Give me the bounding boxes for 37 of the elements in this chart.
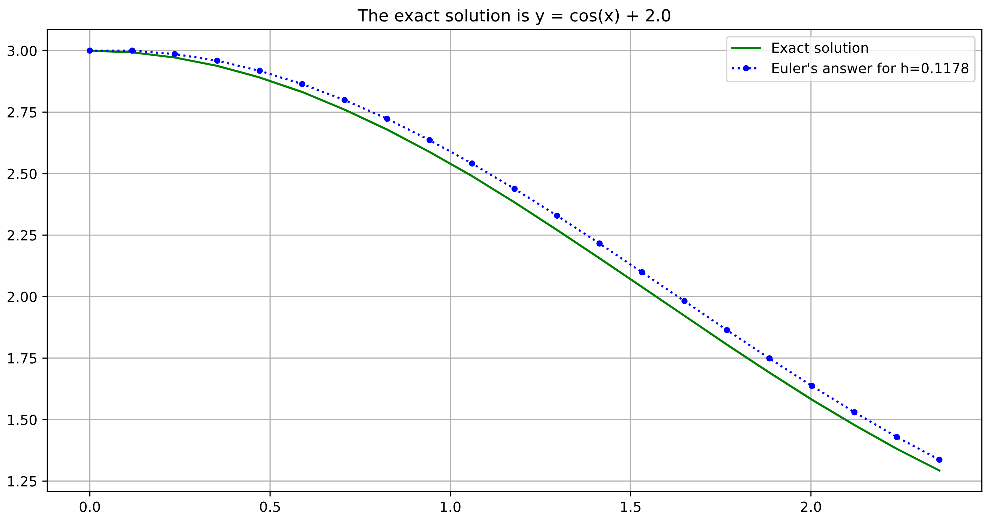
point xyxy=(129,48,136,54)
x-tick-label: 1.0 xyxy=(441,502,461,512)
point xyxy=(172,51,178,58)
point xyxy=(766,355,773,362)
y-tick-label: 2.50 xyxy=(8,168,37,180)
y-tick-label: 2.00 xyxy=(8,292,37,302)
y-tick-label: 1.25 xyxy=(8,476,37,487)
legend-label: Exact solution xyxy=(772,42,868,54)
point xyxy=(936,456,943,464)
point xyxy=(852,409,858,416)
y-tick-label: 1.75 xyxy=(8,354,37,364)
y-tick-label: 2.25 xyxy=(8,230,37,241)
point xyxy=(682,298,688,304)
point xyxy=(256,68,264,74)
point xyxy=(384,116,391,122)
point xyxy=(86,48,94,54)
x-tick-label: 2.0 xyxy=(801,502,822,512)
point xyxy=(724,327,730,334)
point xyxy=(809,383,816,390)
point xyxy=(469,160,476,167)
x-tick-label: 0.0 xyxy=(80,502,100,512)
y-tick-label: 1.50 xyxy=(8,414,37,426)
point xyxy=(214,58,221,64)
x-tick-label: 0.5 xyxy=(260,502,280,512)
point xyxy=(342,97,348,104)
point xyxy=(596,240,603,247)
point xyxy=(299,81,306,88)
y-tick-label: 2.75 xyxy=(8,107,37,118)
point xyxy=(554,212,560,220)
point xyxy=(426,137,434,144)
legend-label: Euler's answer for h=0.1178 xyxy=(772,62,969,74)
y-tick-label: 3.00 xyxy=(8,46,37,56)
point xyxy=(512,186,518,192)
x-tick-label: 1.5 xyxy=(621,502,641,512)
point xyxy=(894,434,900,440)
point xyxy=(639,269,646,276)
chart-title: The exact solution is y = cos(x) + 2.0 xyxy=(358,8,671,26)
